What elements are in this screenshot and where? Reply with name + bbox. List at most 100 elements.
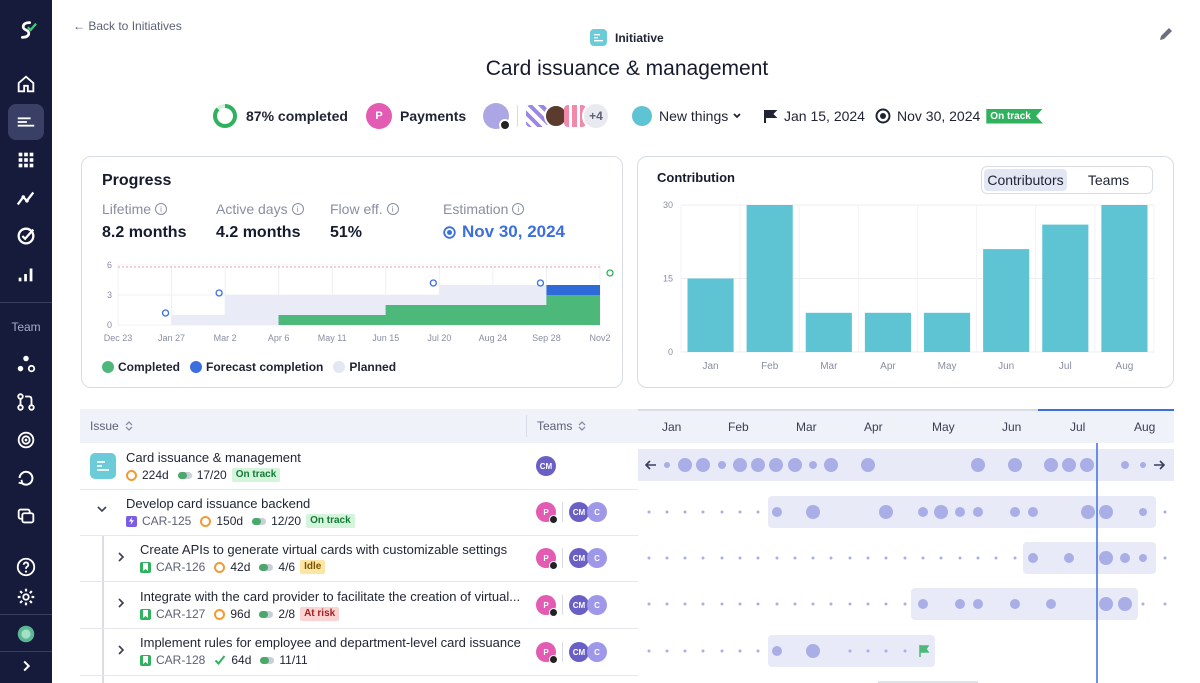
info-icon[interactable]: i <box>512 203 525 215</box>
team-cell[interactable]: P CM C <box>536 502 607 524</box>
legend-forecast[interactable]: Forecast completion <box>190 360 323 374</box>
timeline-month: May <box>932 420 955 434</box>
table-row[interactable]: Integrate with the card provider to faci… <box>80 582 638 629</box>
cycle-icon[interactable] <box>8 460 44 496</box>
x-tick-label: Jan <box>703 361 719 372</box>
contribution-toggle: Contributors Teams <box>981 166 1153 194</box>
timeline-month: Feb <box>728 420 749 434</box>
team-cell[interactable]: CM <box>536 456 556 476</box>
initiatives-icon[interactable] <box>8 104 44 140</box>
initiative-meta-row: 87% completed P Payments +4 New things J… <box>0 100 1200 132</box>
timeline-bar[interactable] <box>1023 542 1156 574</box>
end-date-text: Nov 30, 2024 <box>897 108 981 124</box>
issue-title[interactable]: Create APIs to generate virtual cards wi… <box>140 542 508 557</box>
timeline-bar[interactable] <box>911 588 1138 620</box>
progress-pill-icon <box>177 471 192 479</box>
collapse-chevron-icon[interactable] <box>96 502 108 518</box>
pull-request-icon[interactable] <box>8 384 44 420</box>
help-icon[interactable] <box>8 549 44 585</box>
legend-completed[interactable]: Completed <box>102 360 180 374</box>
cycle-time-icon <box>214 561 226 573</box>
bar <box>924 312 971 352</box>
tab-contributors[interactable]: Contributors <box>984 169 1067 191</box>
x-tick-label: Jul 20 <box>427 333 451 343</box>
timeline-bar[interactable] <box>878 681 978 683</box>
column-divider <box>526 415 527 437</box>
issue-title[interactable]: Integrate with the card provider to faci… <box>140 589 521 604</box>
settings-gear-icon[interactable] <box>8 579 44 615</box>
contribution-card: Contribution Contributors Teams 0 15 30 Jan… <box>637 156 1174 388</box>
x-tick-label: Aug <box>1116 361 1134 372</box>
check-badge-icon[interactable] <box>8 218 44 254</box>
progress-pill-icon <box>259 610 274 618</box>
owner-star-icon <box>549 561 558 570</box>
owner-avatar-group[interactable]: +4 <box>483 100 610 132</box>
x-tick-label: May <box>938 361 957 372</box>
progress-chart: 0 3 6 Dec 23 Jan 27 Mar 2 Apr 6 May 11 Jun 15 Jul… <box>104 260 614 343</box>
team-cell[interactable]: P CM C <box>536 595 607 617</box>
table-row[interactable]: Card issuance & management 224d 17/20 On… <box>80 443 638 490</box>
expand-chevron-icon[interactable] <box>116 643 126 659</box>
issue-meta: 224d 17/20 On track <box>126 468 281 482</box>
owner-avatar: P <box>536 642 558 664</box>
issue-meta: CAR-125 150d 12/20 On track <box>126 514 355 528</box>
info-icon[interactable]: i <box>155 203 168 215</box>
scroll-right-arrow-icon[interactable] <box>1154 460 1166 470</box>
expand-chevron-icon[interactable] <box>116 550 126 566</box>
column-issue[interactable]: Issue <box>90 419 133 433</box>
scroll-left-arrow-icon[interactable] <box>644 460 656 470</box>
x-tick-label: Nov2 <box>589 333 610 343</box>
x-tick-label: May 11 <box>318 333 347 343</box>
user-avatar-icon[interactable] <box>8 616 44 652</box>
edit-pencil-icon[interactable] <box>1158 26 1174 47</box>
grid-icon[interactable] <box>8 142 44 178</box>
more-members-count: +4 <box>582 102 610 130</box>
expand-chevron-icon[interactable] <box>116 596 126 612</box>
contribution-title: Contribution <box>657 170 735 185</box>
team-cell[interactable]: P CM C <box>536 548 607 570</box>
expand-chevron-icon[interactable] <box>8 648 44 683</box>
end-date[interactable]: Nov 30, 2024 On track <box>875 100 1043 132</box>
reports-icon[interactable] <box>8 256 44 292</box>
back-to-initiatives-link[interactable]: ← Back to Initiatives <box>73 19 182 33</box>
team-cell[interactable]: P CM C <box>536 642 607 664</box>
team-avatar: P <box>366 103 392 129</box>
bar <box>746 205 793 352</box>
cycle-time-icon <box>200 515 212 527</box>
timeline-month: Mar <box>796 420 817 434</box>
table-header: Issue Teams <box>80 409 638 443</box>
status-select[interactable]: New things <box>632 100 742 132</box>
cycle-time-icon <box>126 469 137 481</box>
table-row[interactable]: Create APIs to generate virtual cards wi… <box>80 536 638 582</box>
legend-planned[interactable]: Planned <box>333 360 396 374</box>
team-org-icon[interactable] <box>8 346 44 382</box>
target-icon[interactable] <box>8 422 44 458</box>
table-row[interactable]: Develop card issuance backend CAR-125 15… <box>80 490 638 536</box>
layers-icon[interactable] <box>8 498 44 534</box>
owner-avatar <box>483 103 511 131</box>
column-teams[interactable]: Teams <box>537 419 586 433</box>
info-icon[interactable]: i <box>386 203 399 215</box>
x-tick-label: Jul <box>1059 361 1072 372</box>
bar <box>983 249 1030 352</box>
team-avatar: CM <box>536 456 556 476</box>
epic-icon <box>126 515 137 527</box>
issue-title[interactable]: Develop card issuance backend <box>126 496 311 511</box>
current-period-indicator <box>1038 409 1174 411</box>
table-row[interactable]: Implement rules for employee and departm… <box>80 629 638 676</box>
info-icon[interactable]: i <box>291 203 304 215</box>
timeline-activity-dots <box>647 505 1167 519</box>
tab-teams[interactable]: Teams <box>1087 172 1130 188</box>
completion-indicator: 87% completed <box>212 100 348 132</box>
home-icon[interactable] <box>8 66 44 102</box>
issue-meta: CAR-126 42d 4/6 Idle <box>140 560 326 574</box>
team-chip[interactable]: P Payments <box>366 100 466 132</box>
trend-icon[interactable] <box>8 180 44 216</box>
progress-pill-icon <box>259 563 274 571</box>
issue-title[interactable]: Card issuance & management <box>126 450 301 465</box>
start-date[interactable]: Jan 15, 2024 <box>762 100 865 132</box>
issue-title[interactable]: Implement rules for employee and departm… <box>140 635 521 650</box>
progress-legend: Completed Forecast completion Planned <box>102 360 396 374</box>
team-avatar: CM <box>569 548 589 568</box>
logo-icon[interactable] <box>8 12 44 48</box>
